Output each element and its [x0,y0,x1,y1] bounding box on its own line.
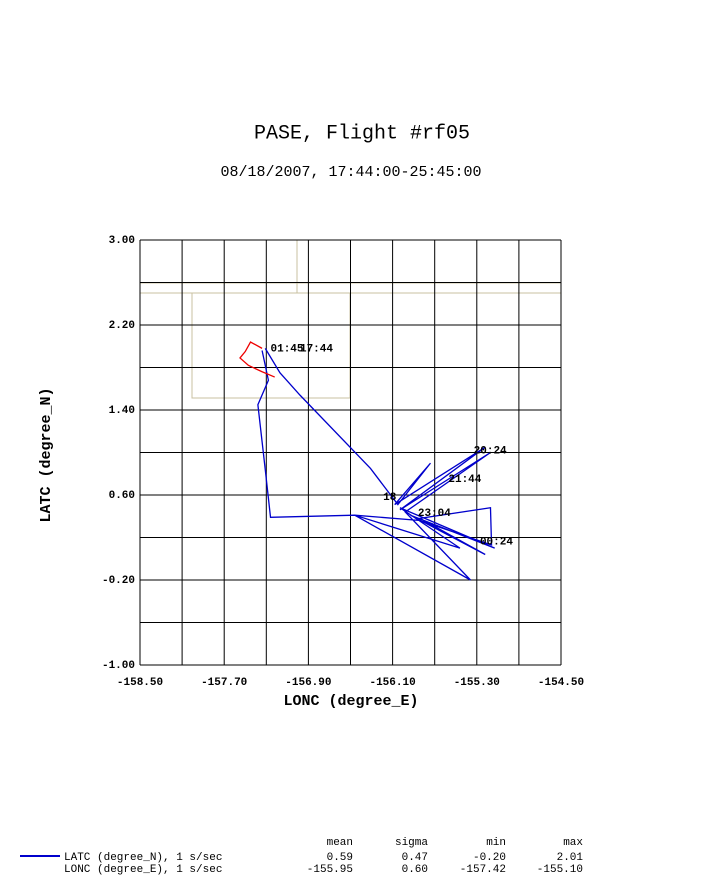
chart-title: PASE, Flight #rf05 [254,122,470,145]
x-tick-label: -156.10 [369,677,415,689]
y-tick-label: -1.00 [102,660,135,672]
y-tick-label: 3.00 [109,235,135,247]
y-tick-label: 1.40 [109,405,135,417]
legend-label: LONC (degree_E), 1 s/sec [64,864,222,876]
x-tick-label: -154.50 [538,677,584,689]
chart-subtitle: 08/18/2007, 17:44:00-25:45:00 [220,164,481,181]
y-tick-label: 2.20 [109,320,135,332]
stat-value: -155.10 [537,864,583,876]
y-tick-label: -0.20 [102,575,135,587]
stat-header: max [563,837,583,849]
time-annotation: 17:44 [300,343,333,355]
stat-value: 0.59 [327,852,353,864]
stat-value: 0.47 [402,852,428,864]
stat-value: -157.42 [460,864,506,876]
time-annotation: 20:24 [474,445,507,457]
x-axis-label: LONC (degree_E) [283,693,418,710]
flight-track [239,341,275,378]
time-annotation: 00:24 [480,537,513,549]
time-annotation: 23:04 [418,508,451,520]
x-tick-label: -155.30 [454,677,500,689]
time-annotation: 18 [383,492,397,504]
stat-value: -0.20 [473,852,506,864]
stat-header: sigma [395,837,428,849]
y-tick-label: 0.60 [109,490,135,502]
x-tick-label: -157.70 [201,677,247,689]
stat-value: 0.60 [402,864,428,876]
time-annotation: 21:44 [448,474,481,486]
flight-track [257,348,495,581]
time-annotation: 01:45 [271,343,304,355]
legend-label: LATC (degree_N), 1 s/sec [64,852,222,864]
y-axis-label: LATC (degree_N) [38,387,55,522]
x-tick-label: -158.50 [117,677,163,689]
x-tick-label: -156.90 [285,677,331,689]
stat-header: mean [327,837,353,849]
stat-header: min [486,837,506,849]
stat-value: 2.01 [557,852,584,864]
stat-value: -155.95 [307,864,353,876]
